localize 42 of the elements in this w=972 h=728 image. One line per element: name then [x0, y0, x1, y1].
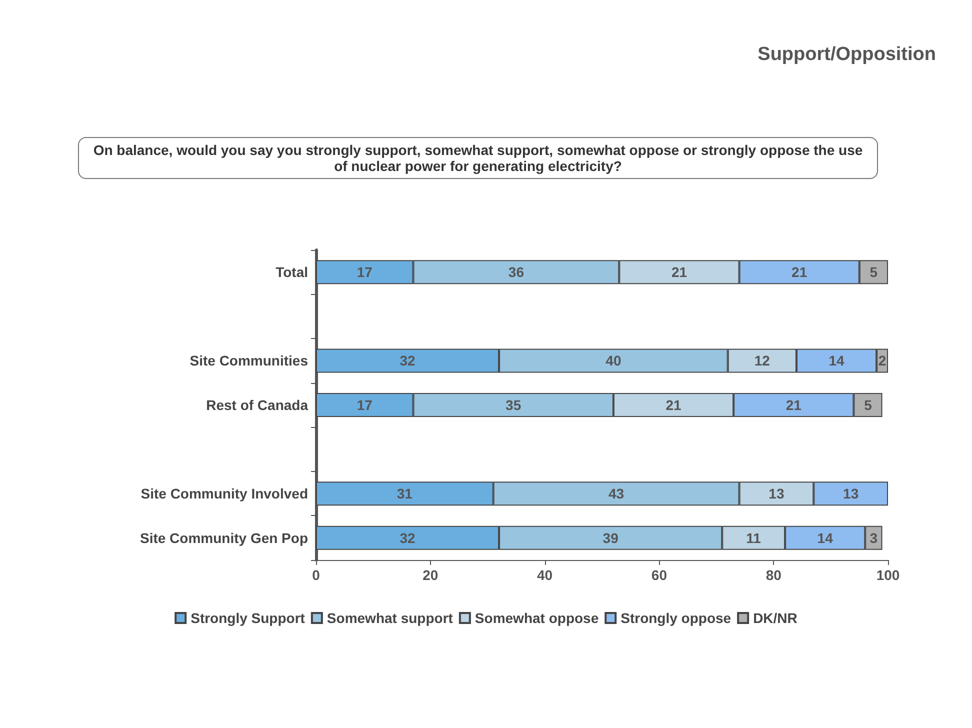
- data-label: 17: [356, 397, 373, 413]
- y-tick-label: Site Communities: [190, 352, 308, 369]
- data-label: 14: [817, 530, 834, 546]
- data-label: 21: [792, 264, 808, 280]
- y-tick-label: Rest of Canada: [206, 397, 308, 413]
- legend-label: Strongly oppose: [620, 610, 732, 626]
- x-tick-label: 20: [422, 567, 438, 583]
- data-label: 14: [828, 352, 845, 369]
- chart-subtitle: On balance, would you say you strongly support, somewhat support, somewhat oppose or strongly oppose the use of nuclear power for generating electricity?: [78, 137, 878, 179]
- data-label: 12: [754, 352, 770, 369]
- legend-label: Strongly Support: [190, 610, 306, 626]
- data-label: 35: [506, 397, 522, 413]
- x-tick-label: 0: [312, 567, 320, 583]
- data-label: 21: [786, 397, 802, 413]
- data-label: 32: [400, 530, 416, 546]
- legend-label: DK/NR: [753, 610, 798, 626]
- data-label: 5: [870, 264, 878, 280]
- x-tick-label: 80: [766, 567, 782, 583]
- data-label: 31: [396, 486, 413, 502]
- data-label: 17: [356, 264, 373, 280]
- legend-label: Somewhat support: [326, 610, 454, 626]
- x-tick-label: 40: [537, 567, 553, 583]
- y-tick-label: Total: [276, 264, 308, 280]
- data-label: 21: [671, 264, 688, 280]
- x-tick-label: 60: [651, 567, 668, 583]
- data-label: 3: [870, 530, 878, 546]
- legend-label: Somewhat oppose: [474, 610, 599, 626]
- y-tick-label: Site Community Gen Pop: [140, 530, 308, 546]
- chart-title: Support/Opposition: [758, 44, 936, 66]
- data-label: 2: [878, 352, 886, 369]
- x-tick-label: 100: [876, 567, 900, 583]
- data-label: 40: [606, 352, 622, 369]
- data-label: 43: [608, 486, 624, 502]
- data-label: 13: [768, 486, 784, 502]
- data-label: 11: [746, 530, 762, 546]
- y-tick-label: Site Community Involved: [140, 486, 308, 502]
- data-label: 13: [843, 486, 859, 502]
- data-label: 5: [864, 397, 872, 413]
- data-label: 21: [666, 397, 682, 413]
- data-label: 39: [602, 530, 619, 546]
- data-label: 32: [400, 352, 416, 369]
- data-label: 36: [508, 264, 524, 280]
